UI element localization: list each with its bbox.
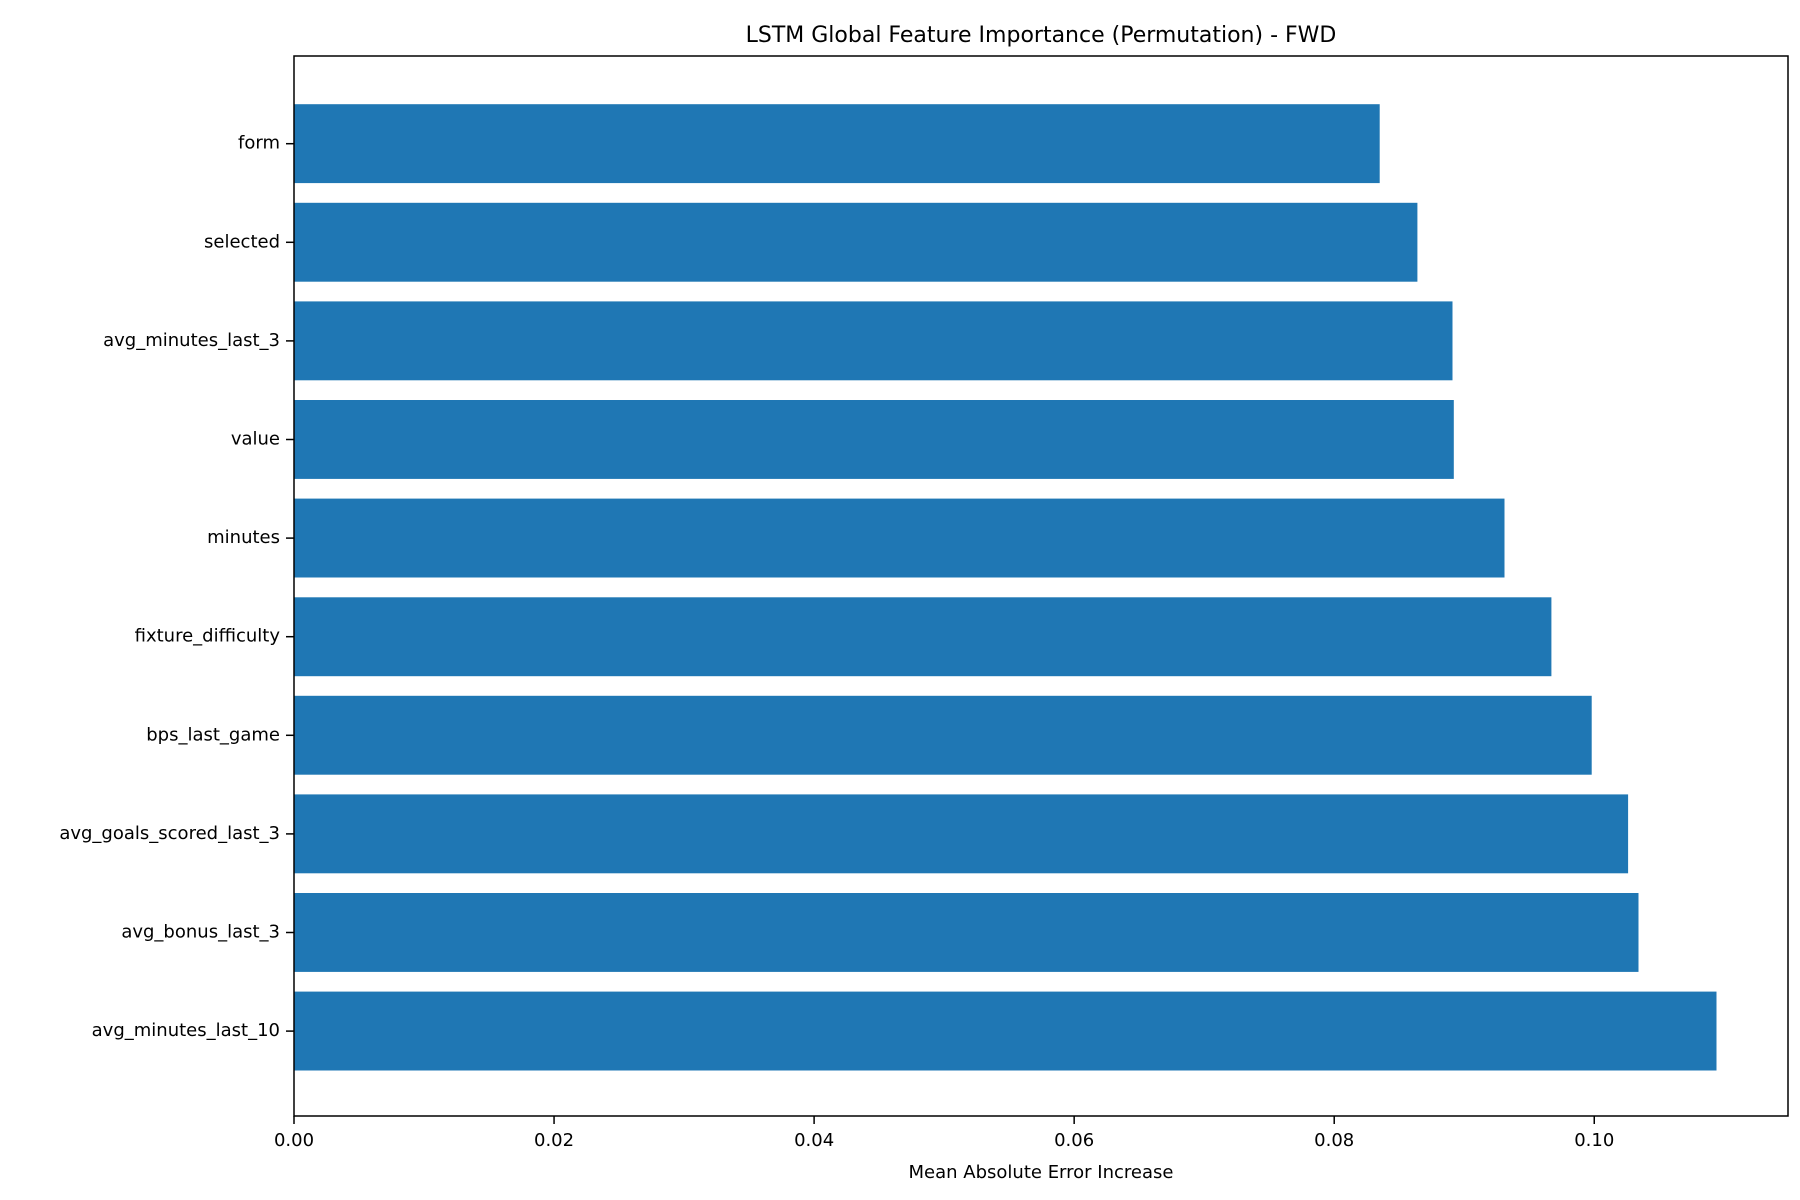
y-tick-label: avg_goals_scored_last_3 <box>59 823 280 844</box>
y-tick-label: minutes <box>207 527 280 548</box>
bar-avg_goals_scored_last_3 <box>294 794 1629 874</box>
y-tick-label: avg_bonus_last_3 <box>121 922 280 943</box>
y-tick-label: bps_last_game <box>146 724 280 745</box>
y-tick-label: form <box>238 133 280 154</box>
y-tick-label: avg_minutes_last_10 <box>92 1020 280 1041</box>
bar-avg_minutes_last_3 <box>294 301 1453 381</box>
bar-avg_minutes_last_10 <box>294 991 1717 1071</box>
bar-selected <box>294 202 1418 282</box>
bar-value <box>294 400 1454 479</box>
plot-frame <box>293 55 1789 1117</box>
x-tick-label: 0.00 <box>274 1130 314 1151</box>
x-tick-label: 0.08 <box>1314 1130 1354 1151</box>
bar-form <box>294 104 1380 184</box>
y-tick-label: selected <box>204 231 280 252</box>
x-tick-label: 0.06 <box>1054 1130 1094 1151</box>
y-tick-label: fixture_difficulty <box>135 626 281 647</box>
bar-bps_last_game <box>294 695 1592 775</box>
bars-group <box>294 104 1717 1071</box>
bar-minutes <box>294 498 1505 578</box>
x-tick-label: 0.10 <box>1574 1130 1614 1151</box>
y-tick-label: value <box>231 429 280 450</box>
x-axis-label: Mean Absolute Error Increase <box>909 1162 1174 1183</box>
x-tick-label: 0.04 <box>794 1130 834 1151</box>
bar-fixture_difficulty <box>294 597 1552 677</box>
x-tick-label: 0.02 <box>534 1130 574 1151</box>
chart-title: LSTM Global Feature Importance (Permutat… <box>746 23 1337 48</box>
bar-avg_bonus_last_3 <box>294 893 1639 972</box>
y-tick-label: avg_minutes_last_3 <box>103 330 280 351</box>
x-ticks: 0.00 0.02 0.04 0.06 0.08 0.10 <box>274 1116 1614 1151</box>
